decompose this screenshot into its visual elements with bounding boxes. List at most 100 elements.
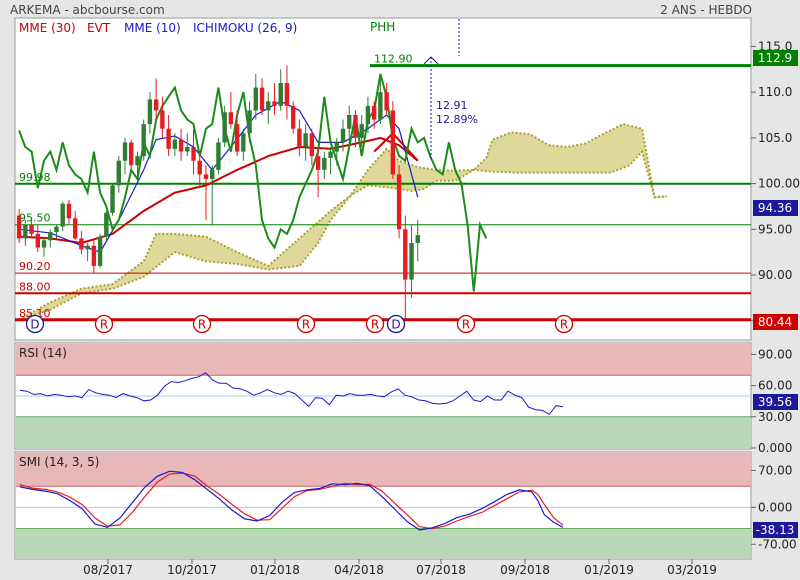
signal-marker [365, 314, 385, 334]
x-tick-label: 09/2018 [500, 563, 550, 577]
candle-body [35, 233, 41, 248]
rsi-path [19, 372, 564, 416]
x-tick-label: 07/2018 [416, 563, 466, 577]
smi-signal-path [19, 472, 564, 530]
rsi-tick-label: 60.00 [758, 379, 792, 393]
signal-marker [94, 314, 114, 334]
horizontal-levels: 112.90 99.98 95.50 90.20 88.00 85.10 [15, 53, 751, 322]
signal-marker [386, 314, 406, 334]
signal-label: R [198, 318, 206, 332]
candle-body [122, 142, 128, 161]
candle-body [415, 235, 420, 243]
candle-body [66, 203, 72, 219]
rsi-overbought-zone [16, 344, 751, 376]
candle-body [228, 112, 234, 125]
measure-value: 12.91 [436, 99, 468, 112]
signal-label: R [462, 318, 470, 332]
candle-body [85, 245, 90, 250]
signal-marker [554, 314, 574, 334]
smi-tick-label: 70.00 [758, 463, 792, 477]
candle-body [210, 169, 215, 179]
candle-body [365, 105, 371, 125]
rsi-label: RSI (14) [19, 346, 67, 360]
candle-body [241, 133, 246, 152]
candle-body [72, 218, 78, 239]
candle-body [353, 115, 358, 138]
level-label: 85.10 [19, 307, 51, 320]
phh-badge-text: 112.9 [758, 51, 792, 65]
candle-body [41, 240, 47, 248]
price-tick-label: 110.0 [758, 85, 792, 99]
smi-overbought-zone [16, 453, 751, 487]
level-label: 99.98 [19, 171, 51, 184]
candle-body [203, 174, 209, 179]
level-label: 95.50 [19, 212, 51, 225]
smi-label: SMI (14, 3, 5) [19, 455, 99, 469]
price-annotations: PHH 12.91 12.89% [370, 19, 478, 160]
candle-body [297, 128, 302, 147]
candle-body [347, 115, 352, 129]
signal-label: D [391, 318, 400, 332]
phh-label: PHH [370, 20, 395, 34]
candle-body [290, 105, 296, 129]
chart-title: ARKEMA - abcbourse.com [10, 3, 165, 17]
candle-body [378, 92, 383, 120]
signal-marker [456, 314, 476, 334]
rsi-axis: 90.00 60.00 30.00 0.000 [751, 347, 792, 455]
signal-label: R [560, 318, 568, 332]
candle-body [272, 101, 277, 106]
candle-body [278, 83, 283, 106]
candle-body [409, 243, 414, 280]
candle-body [60, 203, 65, 227]
candle-body [322, 157, 327, 170]
chikou-line [18, 73, 488, 292]
candle-body [23, 224, 28, 239]
rsi-tick-label: 30.00 [758, 410, 792, 424]
candle-body [328, 151, 333, 158]
smi-tick-label: -70.00 [758, 537, 797, 551]
measure-percent: 12.89% [436, 113, 478, 126]
candle-body [147, 99, 153, 125]
candle-body [141, 124, 146, 157]
candle-body [340, 128, 346, 143]
candle-body [191, 147, 196, 161]
rsi-oversold-zone [16, 416, 751, 448]
signal-marker [192, 314, 212, 334]
low-badge [753, 314, 798, 330]
candle-body [185, 147, 190, 152]
candle-body [48, 232, 53, 241]
candle-body [403, 229, 408, 280]
x-tick-label: 04/2018 [334, 563, 384, 577]
smi-tick-label: 0.000 [758, 500, 792, 514]
rsi-tick-label: 0.000 [758, 441, 792, 455]
measure-arrow-icon [423, 56, 439, 65]
candle-body [160, 110, 165, 129]
legend-mme10: MME (10) [124, 21, 181, 35]
smi-oversold-zone [16, 528, 751, 558]
x-tick-label: 01/2018 [250, 563, 300, 577]
candle-body [303, 133, 308, 147]
legend-evt: EVT [87, 21, 111, 35]
kumo-span-b [18, 149, 667, 321]
candle-body [79, 238, 84, 250]
candle-body [178, 139, 184, 152]
rsi-line [19, 372, 564, 416]
candle-body [284, 83, 290, 106]
candle-body [197, 160, 202, 175]
candle-body [396, 174, 402, 230]
signal-marker [296, 314, 316, 334]
candle-body [172, 139, 178, 149]
candle-body [334, 142, 339, 152]
smi-path [19, 470, 564, 531]
rsi-tick-label: 90.00 [758, 347, 792, 361]
smi-badge [753, 522, 798, 538]
candle-body [384, 92, 389, 111]
candle-body [54, 226, 59, 233]
candle-body [91, 245, 97, 266]
candle-body [315, 156, 321, 170]
candle-body [390, 110, 396, 175]
candle-body [266, 101, 271, 111]
candle-body [166, 128, 171, 149]
price-tick-label: 115.0 [758, 39, 792, 53]
